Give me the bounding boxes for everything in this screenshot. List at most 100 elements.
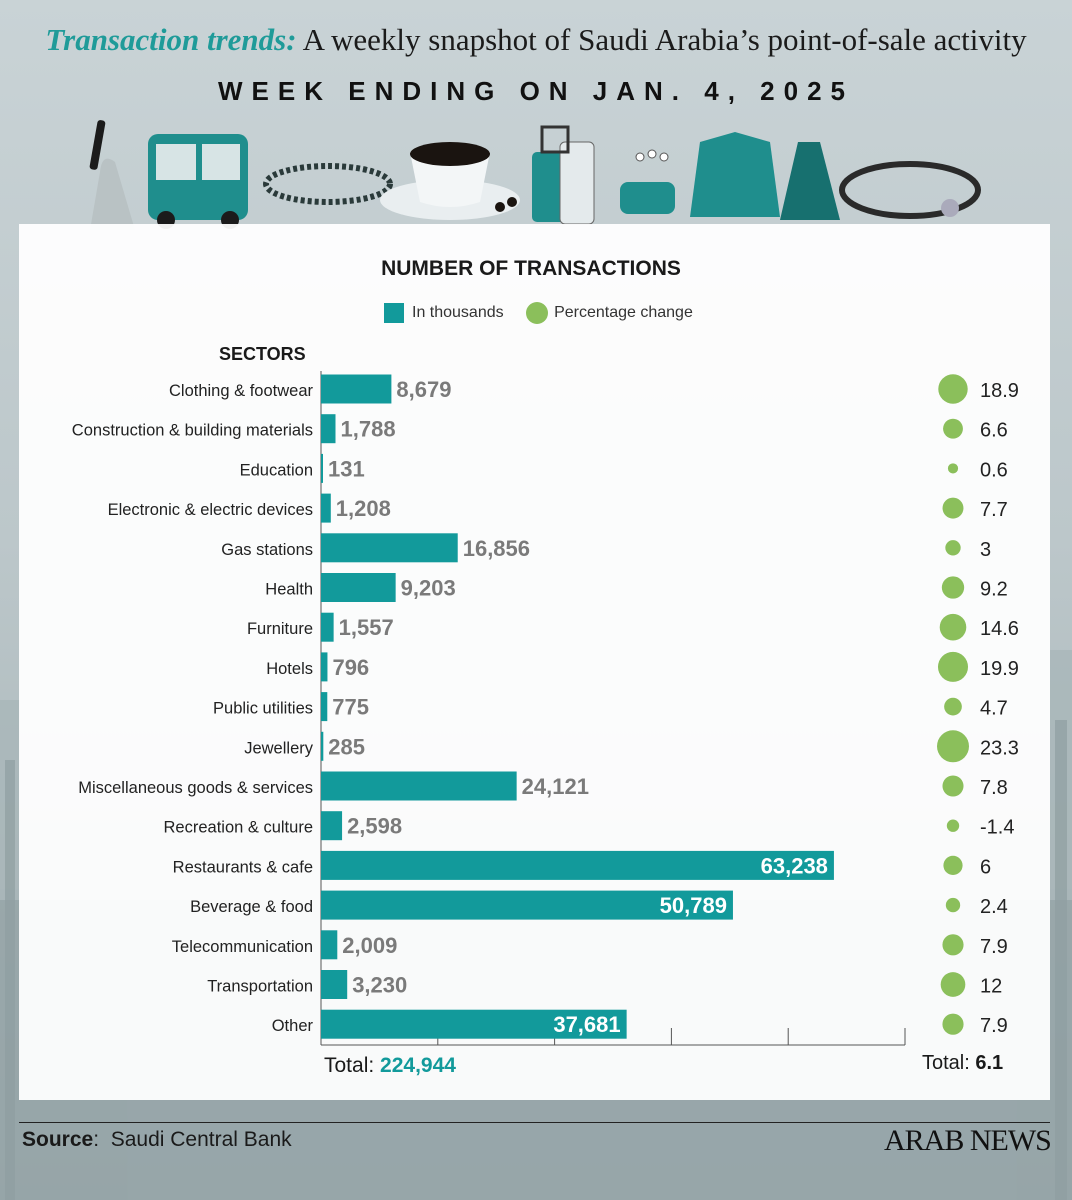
pct-bubble [943,418,963,439]
bar-value-label: 131 [328,456,365,481]
category-label: Construction & building materials [72,422,313,440]
pct-value-label: -1.4 [980,817,1014,839]
bar [321,850,834,880]
pct-value-label: 7.9 [980,936,1008,958]
pct-value-label: 7.9 [980,1015,1008,1037]
category-label: Education [240,461,313,479]
category-label: Electronic & electric devices [108,501,313,519]
bar [321,612,334,642]
bar-value-label: 50,789 [660,893,727,918]
bar [321,652,328,682]
legend-label-pct: Percentage change [554,304,693,321]
pct-bubble [944,697,962,716]
category-label: Clothing & footwear [169,382,314,400]
bar [321,573,396,602]
bar [321,970,348,999]
luggage-icon [532,125,595,225]
category-label: Transportation [207,978,313,996]
bar [321,692,328,722]
bar-value-label: 796 [332,655,369,680]
stethoscope-icon [839,161,981,219]
bar [321,930,338,960]
category-label: Restaurants & cafe [173,858,313,876]
pct-value-label: 6.6 [980,420,1008,442]
category-label: Other [272,1017,314,1035]
bar-value-label: 3,230 [352,973,407,998]
pct-bubble [937,651,969,682]
category-label: Public utilities [213,700,313,718]
bar-value-label: 285 [328,734,365,759]
source-label: Source [22,1128,94,1151]
pct-bubble [943,855,963,875]
phone-in-hand-icon [89,120,135,230]
bar-value-label: 775 [332,695,369,720]
total-pct-value: 6.1 [975,1052,1004,1074]
pct-bubble [945,897,961,913]
pct-value-label: 3 [980,539,991,561]
pct-value-label: 12 [980,976,1002,998]
category-label: Furniture [247,620,313,638]
sectors-heading: SECTORS [219,344,306,364]
pct-bubble [945,540,961,556]
chart-legend: In thousands Percentage change [384,302,693,326]
title-accent: Transaction trends: [45,22,297,57]
pct-value-label: 2.4 [980,896,1008,918]
pct-value-label: 0.6 [980,459,1008,481]
bar-value-label: 8,679 [396,377,451,402]
category-label: Health [265,581,313,599]
brand-logo: ARAB NEWS [884,1124,1052,1157]
chart-title: NUMBER OF TRANSACTIONS [381,257,681,280]
bar-value-label: 2,598 [347,814,402,839]
bar [321,533,458,563]
bar [321,771,517,801]
source-value: Saudi Central Bank [110,1128,292,1151]
bar [321,1009,627,1039]
pct-value-label: 9.2 [980,579,1008,601]
pct-bubble [940,972,966,997]
category-label: Beverage & food [190,898,313,916]
pct-value-label: 23.3 [980,737,1019,759]
legend-swatch-bar [384,303,404,323]
pct-value-label: 6 [980,856,991,878]
pct-bubble [941,576,965,599]
source-credit: Source: Saudi Central Bank [22,1128,292,1151]
pct-bubble [939,613,967,641]
bar [321,414,336,444]
total-percentage: Total: 6.1 [922,1052,1003,1075]
week-heading: WEEK ENDING ON JAN. 4, 2025 [218,76,854,106]
category-label: Miscellaneous goods & services [78,779,313,797]
sector-icons-strip [89,120,981,230]
legend-label-thousands: In thousands [412,304,504,321]
total-pct-label: Total: [922,1052,970,1074]
bar-value-label: 2,009 [342,933,397,958]
pct-bubble [938,374,968,404]
total-value: 224,944 [380,1054,456,1077]
bar-value-label: 1,788 [341,417,396,442]
pct-value-label: 14.6 [980,618,1019,640]
pct-bubble [947,463,959,474]
bar-value-label: 9,203 [401,576,456,601]
bracelet-icon [263,163,393,205]
sandals-icon [620,149,675,214]
bar [321,453,323,483]
category-label: Hotels [266,660,313,678]
bar-value-label: 63,238 [761,853,828,878]
bar-value-label: 37,681 [553,1012,620,1037]
footer-divider [19,1122,1050,1123]
bar [321,731,324,761]
bar-value-label: 1,208 [336,496,391,521]
chart-panel [19,224,1050,1100]
coffee-cup-icon [380,142,520,220]
category-label: Jewellery [244,739,314,757]
pct-value-label: 4.7 [980,698,1008,720]
legend-swatch-bubble [526,302,549,324]
bar [321,493,331,523]
pct-value-label: 7.7 [980,499,1008,521]
category-label: Gas stations [221,541,313,559]
pct-bubble [937,730,969,763]
total-transactions: Total: 224,944 [324,1054,456,1078]
pct-value-label: 19.9 [980,658,1019,680]
pct-value-label: 7.8 [980,777,1008,799]
bar [321,374,392,404]
